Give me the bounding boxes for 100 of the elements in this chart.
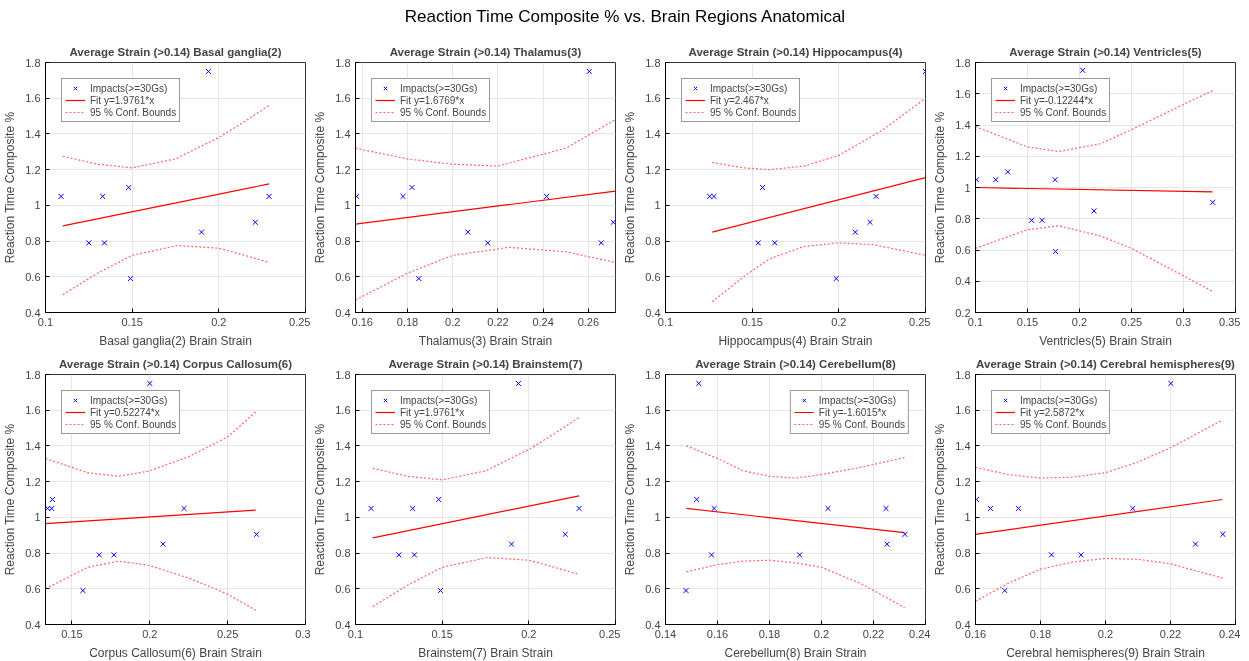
- legend-label: 95 % Conf. Bounds: [90, 106, 177, 118]
- y-tick-label: 1.2: [955, 475, 971, 488]
- x-tick-label: 0.16: [706, 627, 729, 640]
- y-tick-label: 1: [964, 181, 971, 194]
- y-axis-title: Reaction Time Composite %: [933, 111, 948, 264]
- legend-label: Impacts(>=30Gs): [818, 394, 897, 406]
- x-tick-label: 0.24: [1219, 627, 1241, 640]
- x-tick-label: 0.2: [813, 627, 830, 640]
- chart-title: Average Strain (>0.14) Brainstem(7): [388, 357, 583, 370]
- y-axis-title: Reaction Time Composite %: [623, 111, 638, 264]
- x-tick-label: 0.2: [445, 315, 461, 328]
- x-tick-label: 0.25: [909, 315, 931, 328]
- legend-label: Fit y=2.5872*x: [1020, 406, 1085, 418]
- x-tick-label: 0.25: [1120, 315, 1143, 328]
- legend-label: Impacts(>=30Gs): [400, 394, 478, 406]
- legend-label: Fit y=1.9761*x: [400, 406, 465, 418]
- y-tick-label: 0.6: [335, 582, 351, 595]
- y-tick-label: 1.2: [25, 163, 41, 176]
- legend-label: Fit y=0.52274*x: [90, 406, 160, 418]
- y-tick-label: 1.2: [335, 163, 351, 176]
- x-tick-label: 0.15: [121, 315, 143, 328]
- legend-label: Fit y=-0.12244*x: [1020, 94, 1094, 106]
- x-tick-label: 0.22: [862, 627, 885, 640]
- x-axis-title: Brainstem(7) Brain Strain: [418, 645, 553, 660]
- y-tick-label: 1.6: [645, 404, 661, 417]
- y-tick-label: 1: [964, 511, 971, 524]
- x-tick-label: 0.24: [909, 627, 931, 640]
- y-tick-label: 1.8: [335, 368, 351, 381]
- y-tick-label: 1.8: [955, 368, 971, 381]
- x-axis-title: Cerebellum(8) Brain Strain: [724, 645, 867, 660]
- legend-label: 95 % Conf. Bounds: [1020, 418, 1107, 430]
- y-tick-label: 1.6: [955, 404, 971, 417]
- y-tick-label: 1.4: [335, 439, 351, 452]
- chart-title: Average Strain (>0.14) Thalamus(3): [389, 45, 582, 58]
- legend-label: Impacts(>=30Gs): [400, 82, 478, 94]
- legend-label: Fit y=1.6769*x: [400, 94, 465, 106]
- y-tick-label: 0.6: [955, 244, 971, 256]
- y-tick-label: 1.6: [25, 404, 41, 417]
- x-tick-label: 0.2: [1071, 315, 1088, 328]
- y-axis-title: Reaction Time Composite %: [623, 423, 638, 576]
- x-tick-label: 0.25: [599, 627, 621, 640]
- x-tick-label: 0.16: [351, 315, 373, 328]
- y-tick-label: 1.6: [335, 92, 351, 105]
- legend-label: 95 % Conf. Bounds: [818, 418, 905, 430]
- y-tick-label: 0.8: [645, 235, 661, 248]
- x-tick-label: 0.25: [289, 315, 311, 328]
- y-tick-label: 1.8: [955, 56, 971, 69]
- y-tick-label: 0.4: [335, 306, 351, 319]
- y-tick-label: 1.6: [955, 87, 971, 100]
- y-tick-label: 1.2: [645, 475, 661, 488]
- x-tick-label: 0.18: [396, 315, 419, 328]
- y-tick-label: 0.6: [955, 582, 971, 595]
- x-tick-label: 0.2: [831, 315, 847, 328]
- y-tick-label: 0.6: [25, 270, 41, 283]
- legend-label: 95 % Conf. Bounds: [710, 106, 797, 118]
- y-tick-label: 1.2: [25, 475, 41, 488]
- y-axis-title: Reaction Time Composite %: [313, 423, 328, 576]
- legend-label: Fit y=1.9761*x: [90, 94, 155, 106]
- x-axis-title: Ventricles(5) Brain Strain: [1039, 333, 1172, 348]
- y-tick-label: 1.4: [25, 439, 41, 452]
- y-tick-label: 0.6: [645, 270, 661, 283]
- y-tick-label: 1.2: [955, 150, 971, 163]
- x-tick-label: 0.15: [431, 627, 453, 640]
- y-tick-label: 0.6: [645, 582, 661, 595]
- y-tick-label: 0.8: [645, 547, 661, 560]
- legend-label: Fit y=2.467*x: [710, 94, 769, 106]
- y-tick-label: 1.4: [955, 119, 971, 131]
- y-tick-label: 0.8: [25, 235, 41, 248]
- chart-title: Average Strain (>0.14) Hippocampus(4): [688, 45, 903, 58]
- y-tick-label: 1.6: [25, 92, 41, 105]
- x-tick-label: 0.15: [61, 627, 83, 640]
- y-tick-label: 1.4: [955, 439, 971, 452]
- x-tick-label: 0.22: [1159, 627, 1182, 640]
- x-tick-label: 0.35: [1219, 315, 1241, 328]
- y-tick-label: 1.4: [25, 127, 41, 140]
- x-axis-title: Cerebral hemispheres(9) Brain Strain: [1006, 645, 1205, 660]
- x-tick-label: 0.15: [741, 315, 763, 328]
- y-tick-label: 1: [34, 511, 41, 524]
- y-tick-label: 1.8: [25, 56, 41, 69]
- x-tick-label: 0.2: [521, 627, 537, 640]
- y-tick-label: 0.6: [25, 582, 41, 595]
- x-tick-label: 0.15: [1016, 315, 1039, 328]
- y-tick-label: 1.8: [335, 56, 351, 69]
- x-tick-label: 0.2: [142, 627, 158, 640]
- chart-title: Average Strain (>0.14) Cerebellum(8): [695, 357, 896, 370]
- y-tick-label: 0.4: [25, 618, 41, 631]
- y-tick-label: 0.8: [335, 547, 351, 560]
- chart-title: Average Strain (>0.14) Basal ganglia(2): [69, 45, 282, 58]
- x-tick-label: 0.3: [295, 627, 311, 640]
- y-axis-title: Reaction Time Composite %: [933, 423, 948, 576]
- y-axis-title: Reaction Time Composite %: [313, 111, 328, 264]
- x-tick-label: 0.18: [758, 627, 781, 640]
- x-tick-label: 0.26: [577, 315, 600, 328]
- y-tick-label: 1.6: [645, 92, 661, 105]
- chart-title: Average Strain (>0.14) Cerebral hemispheres(9): [976, 357, 1236, 370]
- y-tick-label: 1: [34, 199, 41, 212]
- y-tick-label: 1: [344, 199, 351, 212]
- x-axis-title: Thalamus(3) Brain Strain: [418, 333, 553, 348]
- y-tick-label: 1.2: [335, 475, 351, 488]
- legend-label: Impacts(>=30Gs): [1020, 82, 1098, 94]
